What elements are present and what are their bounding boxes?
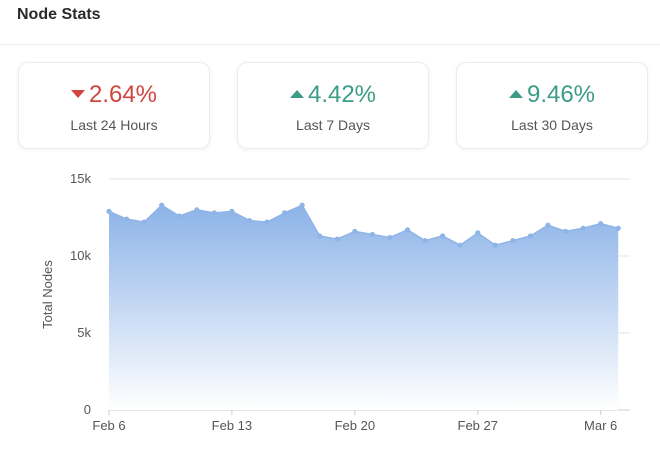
data-point (141, 219, 147, 225)
y-tick-label: 10k (70, 248, 91, 263)
data-point (457, 242, 463, 248)
data-point (580, 225, 586, 231)
data-point (404, 227, 411, 233)
data-point (176, 213, 182, 219)
data-point (264, 219, 270, 225)
data-point (281, 210, 288, 216)
data-point (422, 238, 428, 244)
data-point (615, 225, 621, 231)
data-point (545, 222, 551, 228)
stat-value-7-days: 4.42% (238, 81, 428, 109)
x-tick-label: Feb 20 (335, 418, 375, 433)
caret-up-icon (508, 89, 523, 98)
y-tick-label: 0 (84, 402, 91, 417)
data-point (211, 210, 217, 216)
stat-value-text: 9.46% (526, 81, 596, 108)
page-title: Node Stats (17, 6, 101, 23)
stat-value-text: 2.64% (88, 81, 158, 108)
stat-label-24-hours: Last 24 Hours (70, 117, 158, 133)
x-tick-label: Mar 6 (584, 418, 617, 433)
data-point (106, 208, 112, 214)
caret-down-icon (70, 89, 85, 98)
stat-label-30-days: Last 30 Days (511, 117, 593, 133)
area-fill (109, 205, 619, 410)
data-point (246, 217, 253, 224)
x-tick-label: Feb 6 (92, 418, 125, 433)
x-tick-label: Feb 27 (458, 418, 498, 433)
data-point (475, 230, 481, 236)
x-tick-label: Feb 13 (212, 418, 252, 433)
header: Node Stats (0, 0, 660, 45)
data-point (527, 233, 534, 239)
data-point (352, 228, 358, 234)
stat-card-30-days: 9.46% Last 30 Days (456, 62, 648, 149)
data-point (229, 208, 235, 214)
stat-value-30-days: 9.46% (457, 81, 647, 109)
data-point (440, 233, 446, 239)
total-nodes-chart: 0 5k 10k 15k Total Nodes Feb 6 Feb 13 Feb 20 Feb… (40, 171, 630, 433)
data-point (299, 202, 305, 208)
stat-value-text: 4.42% (307, 81, 377, 108)
data-point (492, 242, 498, 248)
stat-label-7-days: Last 7 Days (296, 117, 370, 133)
data-point (159, 202, 165, 208)
data-point (123, 216, 130, 222)
data-point (194, 207, 200, 213)
caret-up-icon (289, 89, 304, 98)
data-point (369, 231, 375, 238)
data-point (334, 236, 340, 242)
series-line (108, 204, 619, 247)
y-tick-label: 15k (70, 171, 91, 186)
stat-card-24-hours: 2.64% Last 24 Hours (18, 62, 210, 149)
data-point (598, 221, 604, 227)
y-tick-label: 5k (77, 325, 91, 340)
y-axis-label: Total Nodes (40, 260, 55, 329)
data-point (562, 228, 569, 234)
stat-card-7-days: 4.42% Last 7 Days (237, 62, 429, 149)
data-point (387, 234, 393, 241)
stat-value-24-hours: 2.64% (19, 81, 209, 109)
data-point (510, 238, 516, 244)
data-point (317, 233, 323, 239)
